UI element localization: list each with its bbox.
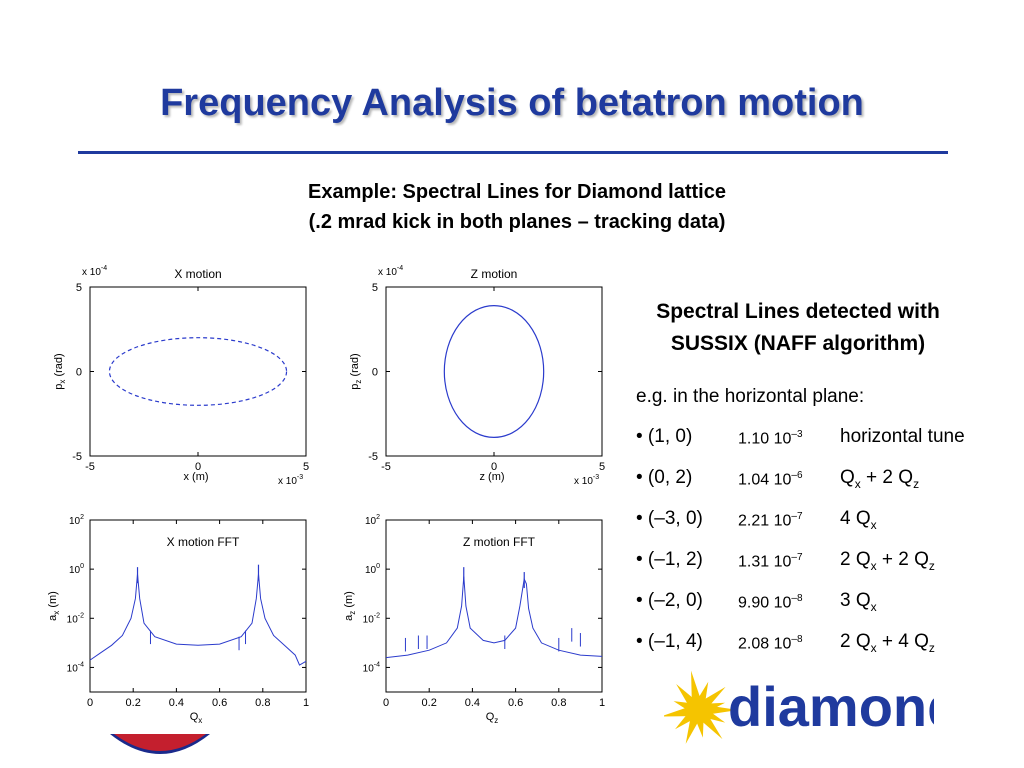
y-multiplier: x 10-4 [378,265,403,278]
spectral-line-description: Qx + 2 Qz [840,467,920,491]
spectral-line-amplitude: 1.04 10–6 [738,470,803,489]
spectral-line-description: 2 Qx + 2 Qz [840,549,935,573]
plot-frame [385,519,603,693]
y-tick-label: 102 [365,514,380,527]
x-tick-label: 0.4 [465,697,480,709]
x-axis-label: z (m) [479,471,504,483]
plot-frame [385,286,603,457]
spectral-lines-intro: e.g. in the horizontal plane: [636,386,865,407]
x-tick-label: 0 [491,461,497,473]
x-axis-label: Qz [486,711,499,725]
starburst-center [690,702,706,718]
diamond-logo: diamond [660,666,961,757]
x-tick-label: 1 [303,697,309,709]
x-tick-label: 0.2 [126,697,141,709]
x-tick-label: 0.6 [508,697,523,709]
spectral-line-index: • (–2, 0) [636,590,703,611]
plot-inner-title: X motion FFT [167,535,240,549]
y-tick-label: -5 [72,451,82,463]
y-tick-label: 10-2 [67,612,84,625]
x-tick-label: 0.4 [169,697,184,709]
x-tick-label: 0.8 [255,697,270,709]
starburst-icon [660,670,738,744]
y-tick-label: -5 [368,451,378,463]
spectral-line-amplitude: 2.08 10–8 [738,634,803,653]
y-tick-label: 100 [69,563,84,576]
logo-text: diamond [728,675,934,738]
y-tick-label: 10-2 [363,612,380,625]
spectral-line-description: 2 Qx + 4 Qz [840,631,935,655]
y-axis-label: px (rad) [53,353,67,389]
y-tick-label: 10-4 [363,661,380,674]
y-axis-label: ax (m) [47,591,61,621]
spectral-line-index: • (0, 2) [636,467,693,488]
spectral-line-amplitude: 2.21 10–7 [738,511,803,530]
x-tick-label: 1 [599,697,605,709]
x-tick-label: 0 [383,697,389,709]
title-underline [78,151,948,154]
y-tick-label: 10-4 [67,661,84,674]
x-tick-label: -5 [85,461,95,473]
x-axis-label: x (m) [183,471,208,483]
spectral-line-description: horizontal tune [840,426,965,447]
x-tick-label: -5 [381,461,391,473]
spectral-line-description: 3 Qx [840,590,877,614]
x-tick-label: 0.6 [212,697,227,709]
y-tick-label: 102 [69,514,84,527]
x-multiplier: x 10-3 [278,474,303,487]
slide-title: Frequency Analysis of betatron motion [160,82,864,124]
x-tick-label: 0 [195,461,201,473]
phase-space-ellipse [443,304,545,439]
spectral-lines-heading-1: Spectral Lines detected with [656,300,940,323]
subtitle-line-1: Example: Spectral Lines for Diamond latt… [308,181,726,203]
y-tick-label: 5 [76,282,82,294]
plots-figure: X motion -5 0 5 -5 0 5 x 10-4 x 10-3 x (m) px (rad… [40,258,615,738]
x-tick-label: 0.8 [551,697,566,709]
x-multiplier: x 10-3 [574,474,599,487]
plot-inner-title: Z motion FFT [463,535,536,549]
spectrum-line [385,576,603,659]
spectrum-line [89,574,307,666]
spectral-line-description: 4 Qx [840,508,877,532]
plot-frame [89,286,307,457]
phase-space-ellipse [108,337,288,406]
spectral-line-index: • (–3, 0) [636,508,703,529]
spectral-line-index: • (1, 0) [636,426,693,447]
x-tick-label: 5 [303,461,309,473]
y-tick-label: 0 [76,367,82,379]
x-axis-label: Qx [190,711,203,725]
plot-title: Z motion [471,267,518,281]
x-tick-label: 0 [87,697,93,709]
y-tick-label: 100 [365,563,380,576]
plot-title: X motion [174,267,221,281]
spectral-lines-heading-2: SUSSIX (NAFF algorithm) [670,332,926,355]
spectral-line-index: • (–1, 4) [636,631,703,652]
plot-frame [89,519,307,693]
spectral-line-amplitude: 9.90 10–8 [738,593,803,612]
x-tick-label: 5 [599,461,605,473]
spectral-line-amplitude: 1.10 10–3 [738,429,803,448]
spectral-line-index: • (–1, 2) [636,549,703,570]
y-tick-label: 0 [372,367,378,379]
y-axis-label: pz (rad) [349,353,363,389]
x-tick-label: 0.2 [422,697,437,709]
y-tick-label: 5 [372,282,378,294]
subtitle-line-2: (.2 mrad kick in both planes – tracking … [308,211,726,233]
spectral-line-amplitude: 1.31 10–7 [738,552,803,571]
corner-decoration [110,734,210,756]
y-multiplier: x 10-4 [82,265,107,278]
y-axis-label: az (m) [343,591,357,621]
